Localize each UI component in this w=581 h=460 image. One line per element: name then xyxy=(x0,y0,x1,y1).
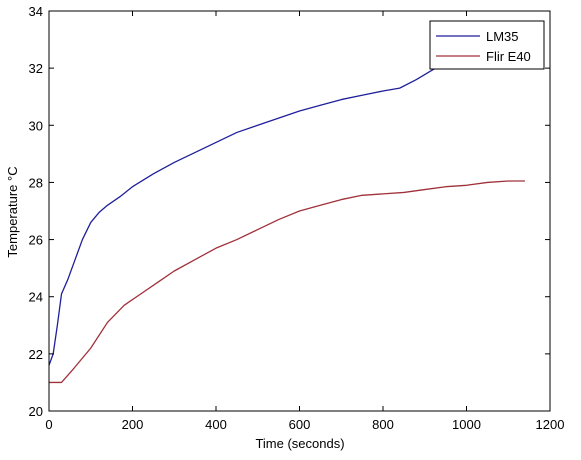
y-axis-label: Temperature °C xyxy=(5,166,20,257)
legend: LM35 Flir E40 xyxy=(429,20,545,70)
y-tick-label: 24 xyxy=(29,290,43,305)
y-tick-label: 20 xyxy=(29,404,43,419)
y-tick-label: 34 xyxy=(29,4,43,19)
y-tick-label: 26 xyxy=(29,233,43,248)
x-tick-label: 600 xyxy=(289,417,311,432)
x-tick-label: 0 xyxy=(45,417,52,432)
y-tick-label: 22 xyxy=(29,347,43,362)
x-tick-label: 800 xyxy=(372,417,394,432)
x-axis-label: Time (seconds) xyxy=(255,436,344,451)
ticks-layer: 0 200 400 600 800 1000 1200 20 22 24 26 28 30 32 34 xyxy=(29,4,565,432)
series-layer xyxy=(48,61,525,384)
x-tick-label: 1000 xyxy=(452,417,481,432)
y-tick-label: 30 xyxy=(29,118,43,133)
legend-label-1: LM35 xyxy=(486,29,519,44)
series-line-2 xyxy=(49,180,525,384)
x-tick-label: 400 xyxy=(205,417,227,432)
x-tick-label: 1200 xyxy=(536,417,565,432)
x-tick-label: 200 xyxy=(122,417,144,432)
series-line-1 xyxy=(48,61,446,366)
legend-label-2: Flir E40 xyxy=(486,49,531,64)
y-tick-label: 32 xyxy=(29,61,43,76)
legend-box xyxy=(429,20,545,70)
y-tick-label: 28 xyxy=(29,175,43,190)
